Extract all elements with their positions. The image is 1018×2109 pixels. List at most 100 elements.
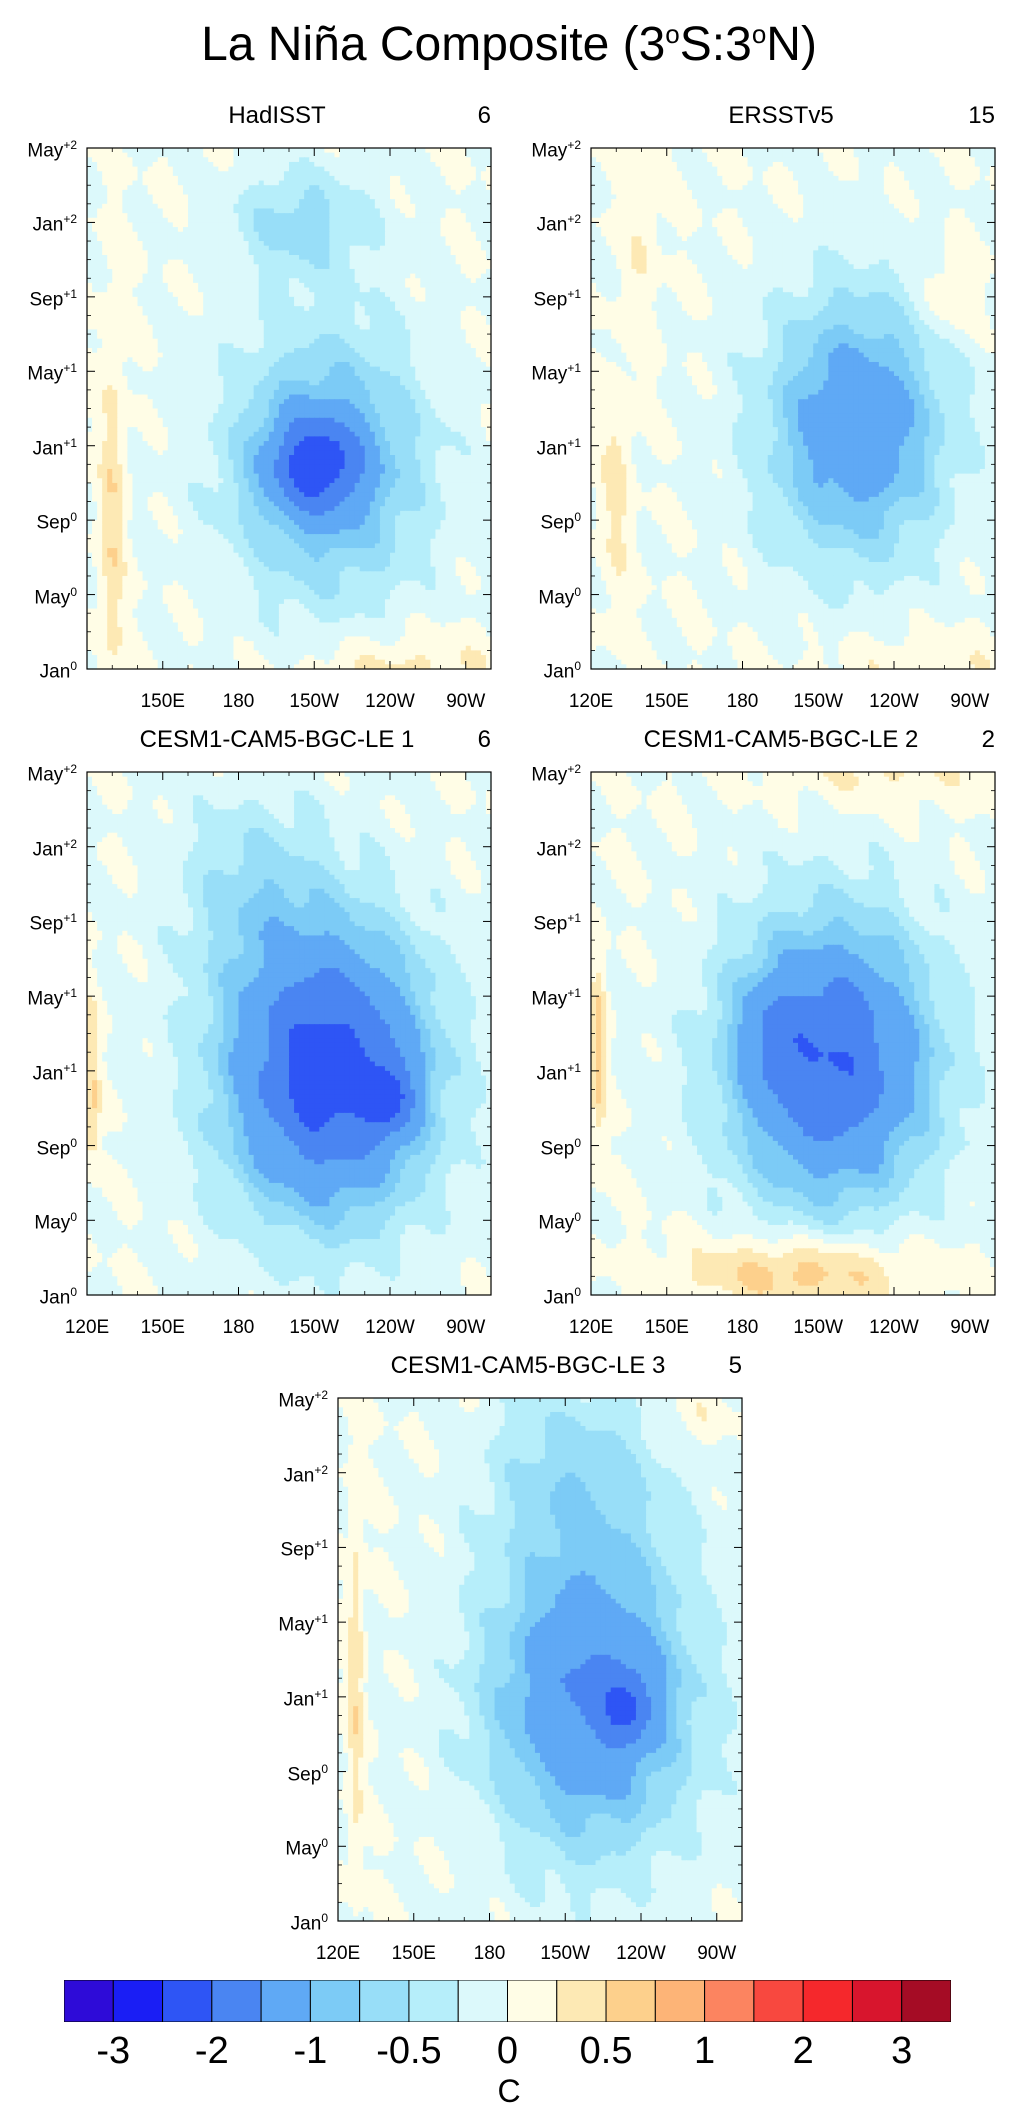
y-tick-label: May+2 <box>501 758 581 786</box>
y-tick-label: Jan0 <box>0 655 77 683</box>
y-tick-label: May+1 <box>501 357 581 385</box>
x-tick-label: 90W <box>431 691 501 713</box>
y-tick-label: Sep0 <box>501 1132 582 1160</box>
y-tick-label: May+1 <box>0 982 77 1010</box>
heatmap-panel <box>590 147 996 670</box>
x-tick-label: 120E <box>556 691 626 713</box>
x-tick-label: 150W <box>279 691 349 713</box>
panel-title: CESM1-CAM5-BGC-LE 2 <box>644 726 919 754</box>
panel-title: CESM1-CAM5-BGC-LE 3 <box>391 1352 666 1380</box>
heatmap-panel <box>337 1397 743 1922</box>
y-tick-label: Sep0 <box>0 506 78 534</box>
y-tick-label: Sep0 <box>501 506 582 534</box>
x-tick-label: 120E <box>52 1317 122 1339</box>
y-tick-label: May+2 <box>248 1384 328 1412</box>
colorbar-swatch <box>851 1980 903 2022</box>
colorbar-swatch <box>408 1980 459 2022</box>
y-tick-label: Jan+2 <box>0 208 77 236</box>
y-tick-label: Sep+1 <box>0 907 78 935</box>
panel-count: 15 <box>955 102 995 130</box>
x-tick-label: 120E <box>556 1317 626 1339</box>
x-tick-label: 90W <box>935 1317 1005 1339</box>
colorbar-swatch <box>654 1980 706 2022</box>
x-tick-label: 150W <box>783 1317 853 1339</box>
x-tick-label: 180 <box>455 1943 525 1965</box>
x-tick-label: 120W <box>606 1943 676 1965</box>
x-tick-label: 150E <box>379 1943 449 1965</box>
colorbar-tick-label: -1 <box>265 2030 355 2072</box>
y-tick-label: Jan+1 <box>0 432 77 460</box>
colorbar-swatch <box>309 1980 361 2022</box>
colorbar-tick-label: 0 <box>463 2030 553 2072</box>
x-tick-label: 150W <box>530 1943 600 1965</box>
y-tick-label: May+1 <box>0 357 77 385</box>
y-tick-label: May0 <box>501 1206 581 1234</box>
x-tick-label: 180 <box>204 1317 274 1339</box>
y-tick-label: Sep+1 <box>0 283 78 311</box>
x-tick-label: 150E <box>128 1317 198 1339</box>
y-tick-label: Jan0 <box>0 1281 77 1309</box>
colorbar-tick-label: -2 <box>167 2030 257 2072</box>
colorbar-tick-label: -3 <box>68 2030 158 2072</box>
y-tick-label: May+1 <box>248 1608 328 1636</box>
colorbar-swatch <box>753 1980 804 2022</box>
colorbar-swatch <box>112 1980 164 2022</box>
chart-title: La Niña Composite (3oS:3oN) <box>0 4 1018 75</box>
y-tick-label: May+2 <box>0 758 77 786</box>
y-tick-label: Sep+1 <box>501 907 582 935</box>
x-tick-label: 90W <box>935 691 1005 713</box>
x-tick-label: 120W <box>355 1317 425 1339</box>
colorbar-swatch <box>211 1980 262 2022</box>
colorbar-tick-label: 0.5 <box>561 2030 651 2072</box>
y-tick-label: May0 <box>0 1206 77 1234</box>
panel-count: 2 <box>955 726 995 754</box>
x-tick-label: 150E <box>632 1317 702 1339</box>
colorbar-swatch <box>802 1980 853 2022</box>
colorbar-swatch <box>507 1980 558 2022</box>
y-tick-label: Jan+2 <box>501 833 581 861</box>
y-tick-label: May0 <box>0 581 77 609</box>
y-tick-label: May0 <box>248 1832 328 1860</box>
colorbar-swatch <box>704 1980 755 2022</box>
x-tick-label: 90W <box>682 1943 752 1965</box>
y-tick-label: May+2 <box>0 134 77 162</box>
colorbar-swatch <box>359 1980 410 2022</box>
heatmap-panel <box>590 771 996 1296</box>
panel-title: ERSSTv5 <box>728 102 833 130</box>
colorbar-tick-label: 3 <box>857 2030 947 2072</box>
y-tick-label: Jan0 <box>501 655 581 683</box>
x-tick-label: 180 <box>708 691 778 713</box>
colorbar-swatch <box>457 1980 508 2022</box>
x-tick-label: 120W <box>355 691 425 713</box>
colorbar-swatch <box>64 1980 114 2022</box>
y-tick-label: Jan+1 <box>0 1057 77 1085</box>
colorbar-swatch <box>605 1980 656 2022</box>
x-tick-label: 150E <box>128 691 198 713</box>
x-tick-label: 120W <box>859 1317 929 1339</box>
y-tick-label: Jan0 <box>501 1281 581 1309</box>
y-tick-label: May0 <box>501 581 581 609</box>
y-tick-label: Sep0 <box>0 1132 78 1160</box>
y-tick-label: Jan+1 <box>248 1683 328 1711</box>
x-tick-label: 120E <box>303 1943 373 1965</box>
panel-count: 6 <box>451 102 491 130</box>
y-tick-label: Sep0 <box>248 1758 329 1786</box>
colorbar-tick-label: 2 <box>758 2030 848 2072</box>
y-tick-label: May+1 <box>501 982 581 1010</box>
heatmap-panel <box>86 147 492 670</box>
colorbar-swatch <box>901 1980 951 2022</box>
x-tick-label: 150W <box>783 691 853 713</box>
x-tick-label: 120W <box>859 691 929 713</box>
x-tick-label: 150W <box>279 1317 349 1339</box>
colorbar <box>64 1980 951 2022</box>
y-tick-label: Jan+1 <box>501 432 581 460</box>
y-tick-label: Sep+1 <box>248 1533 329 1561</box>
x-tick-label: 180 <box>204 691 274 713</box>
panel-count: 5 <box>702 1352 742 1380</box>
colorbar-tick-label: -0.5 <box>364 2030 454 2072</box>
y-tick-label: Jan+2 <box>501 208 581 236</box>
panel-title: HadISST <box>228 102 325 130</box>
y-tick-label: Jan0 <box>248 1907 328 1935</box>
heatmap-panel <box>86 771 492 1296</box>
x-tick-label: 90W <box>431 1317 501 1339</box>
